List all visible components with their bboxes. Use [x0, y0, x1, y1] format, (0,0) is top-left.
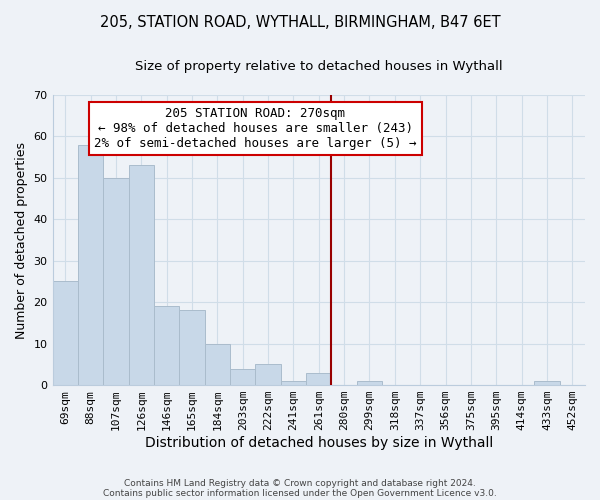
Bar [103, 178, 128, 385]
Bar [53, 282, 78, 385]
Title: Size of property relative to detached houses in Wythall: Size of property relative to detached ho… [135, 60, 503, 73]
Text: Contains public sector information licensed under the Open Government Licence v3: Contains public sector information licen… [103, 488, 497, 498]
Y-axis label: Number of detached properties: Number of detached properties [15, 142, 28, 338]
Text: 205 STATION ROAD: 270sqm
← 98% of detached houses are smaller (243)
2% of semi-d: 205 STATION ROAD: 270sqm ← 98% of detach… [94, 108, 416, 150]
Bar [78, 144, 103, 385]
Bar [281, 381, 306, 385]
Bar [205, 344, 230, 385]
Bar [230, 368, 256, 385]
Bar [179, 310, 205, 385]
X-axis label: Distribution of detached houses by size in Wythall: Distribution of detached houses by size … [145, 436, 493, 450]
Bar [128, 166, 154, 385]
Bar [306, 372, 331, 385]
Text: Contains HM Land Registry data © Crown copyright and database right 2024.: Contains HM Land Registry data © Crown c… [124, 478, 476, 488]
Text: 205, STATION ROAD, WYTHALL, BIRMINGHAM, B47 6ET: 205, STATION ROAD, WYTHALL, BIRMINGHAM, … [100, 15, 500, 30]
Bar [256, 364, 281, 385]
Bar [154, 306, 179, 385]
Bar [357, 381, 382, 385]
Bar [534, 381, 560, 385]
